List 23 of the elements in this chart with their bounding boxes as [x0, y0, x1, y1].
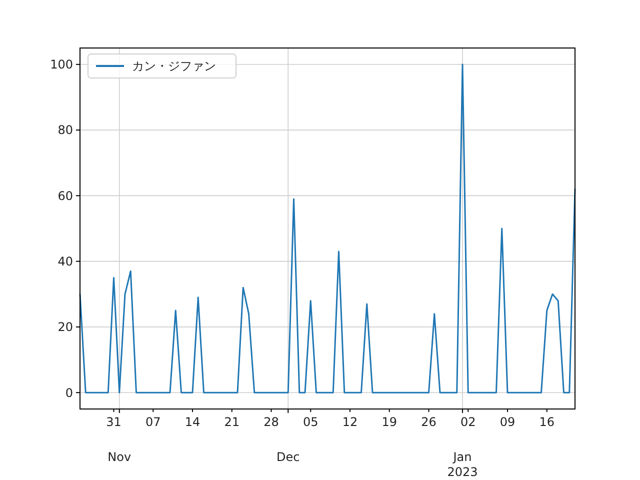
x-tick-label: 16	[539, 415, 555, 429]
legend-label: カン・ジファン	[132, 59, 216, 74]
text: Dec	[276, 450, 300, 464]
y-tick-label: 20	[58, 320, 73, 334]
x-tick-label: 02	[460, 415, 476, 429]
x-tick-label: 19	[382, 415, 398, 429]
x-tick-label: 21	[224, 415, 240, 429]
y-tick-label: 40	[58, 254, 73, 269]
x-tick-label: 05	[302, 415, 318, 429]
x-tick-label: 07	[145, 415, 161, 429]
y-tick-label: 0	[65, 386, 73, 400]
x-tick-label: 26	[421, 415, 436, 429]
y-tick-label: 100	[50, 58, 73, 72]
x-tick-label: 28	[264, 415, 279, 429]
y-tick-label: 80	[58, 123, 73, 138]
x-tick-label: 09	[500, 415, 516, 429]
x-tick-label: 12	[342, 415, 358, 429]
x-tick-label: 14	[184, 415, 200, 429]
y-tick-label: 60	[58, 188, 73, 203]
text: Nov	[108, 450, 132, 464]
line-series	[79, 64, 576, 394]
text: Jan 2023	[447, 450, 478, 479]
x-tick-label: 31	[106, 415, 122, 429]
